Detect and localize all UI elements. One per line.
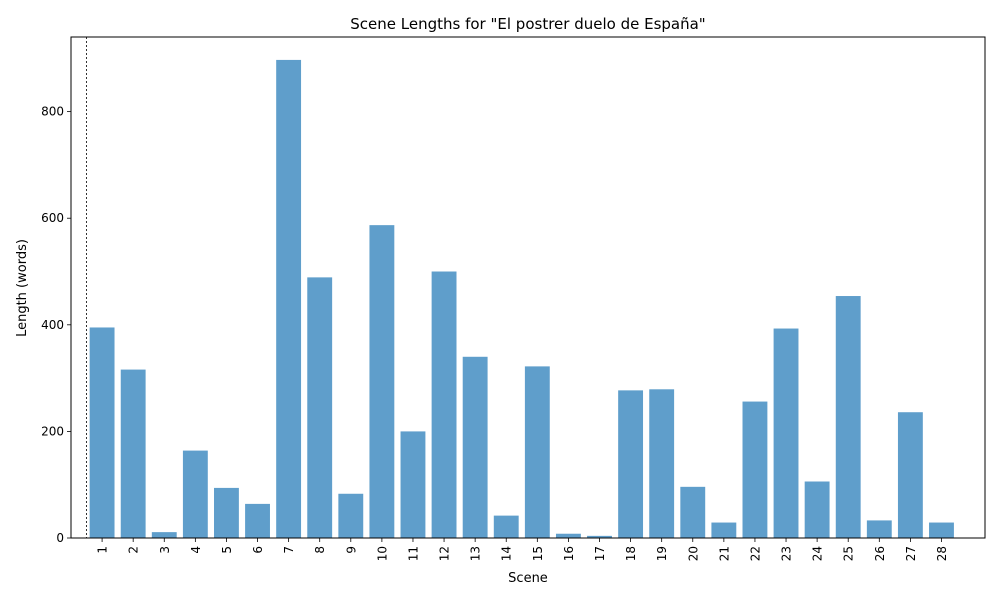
bar-scene-8 (307, 277, 333, 538)
x-tick-label: 21 (717, 546, 731, 561)
x-tick-label: 8 (313, 546, 327, 554)
bar-scene-14 (493, 515, 519, 538)
x-tick-label: 12 (438, 546, 452, 561)
bar-scene-24 (804, 481, 830, 538)
bar-scene-10 (369, 225, 395, 539)
bar-scene-7 (276, 59, 302, 538)
x-tick-label: 28 (935, 546, 949, 561)
x-tick-label: 2 (127, 546, 141, 554)
x-tick-label: 5 (220, 546, 234, 554)
bar-scene-26 (866, 520, 892, 538)
bar-scene-20 (680, 486, 706, 538)
bar-scene-28 (929, 522, 954, 538)
bar-scene-18 (618, 390, 644, 538)
x-tick-label: 26 (873, 546, 887, 561)
x-tick-label: 6 (251, 546, 265, 554)
bar-scene-2 (120, 369, 146, 538)
bar-scene-16 (555, 533, 581, 538)
x-tick-label: 14 (500, 546, 514, 561)
bar-scene-3 (151, 532, 177, 538)
x-tick-label: 13 (469, 546, 483, 561)
x-tick-label: 9 (344, 546, 358, 554)
bar-scene-27 (897, 412, 923, 538)
bar-scene-1 (89, 327, 115, 538)
x-tick-label: 3 (158, 546, 172, 554)
x-tick-label: 19 (655, 546, 669, 561)
y-tick-label: 600 (41, 211, 64, 225)
chart-title: Scene Lengths for "El postrer duelo de E… (350, 15, 705, 33)
x-tick-label: 24 (811, 546, 825, 561)
x-tick-label: 7 (282, 546, 296, 554)
bar-scene-6 (245, 503, 270, 538)
bar-scene-23 (773, 328, 799, 538)
y-axis-label: Length (words) (15, 239, 30, 337)
y-tick-label: 200 (41, 424, 64, 438)
plot-frame (70, 36, 986, 539)
x-tick-label: 15 (531, 546, 545, 561)
x-tick-label: 10 (375, 546, 389, 561)
bar-scene-11 (400, 431, 426, 538)
x-tick-label: 25 (842, 546, 856, 561)
bar-scene-19 (649, 389, 675, 538)
y-tick-label: 400 (41, 318, 64, 332)
bar-scene-4 (182, 450, 208, 538)
bar-scene-12 (431, 271, 457, 538)
x-tick-label: 11 (406, 546, 420, 561)
bar-scene-15 (524, 366, 550, 538)
x-tick-label: 16 (562, 546, 576, 561)
x-axis: 1 2 3 4 5 6 7 8 9 10 11 12 13 14 15 16 17 18 19 20 21 22 23 24 2… (96, 538, 949, 561)
x-tick-label: 17 (593, 546, 607, 561)
x-tick-label: 18 (624, 546, 638, 561)
x-tick-label: 1 (96, 546, 110, 554)
x-tick-label: 27 (904, 546, 918, 561)
bar-scene-25 (835, 296, 861, 538)
bars-layer (89, 59, 954, 539)
x-axis-label: Scene (508, 571, 548, 586)
bar-scene-5 (214, 487, 239, 538)
x-tick-label: 4 (189, 546, 203, 554)
x-tick-label: 20 (686, 546, 700, 561)
bar-scene-22 (742, 401, 768, 538)
bar-scene-17 (587, 535, 612, 538)
bar-scene-21 (711, 522, 737, 538)
bar-scene-13 (462, 356, 488, 538)
x-tick-label: 22 (748, 546, 762, 561)
y-tick-label: 800 (41, 105, 64, 119)
y-axis: 0 200 400 600 800 (41, 105, 71, 545)
y-tick-label: 0 (56, 531, 64, 545)
bar-scene-9 (338, 493, 364, 538)
x-tick-label: 23 (780, 546, 794, 561)
